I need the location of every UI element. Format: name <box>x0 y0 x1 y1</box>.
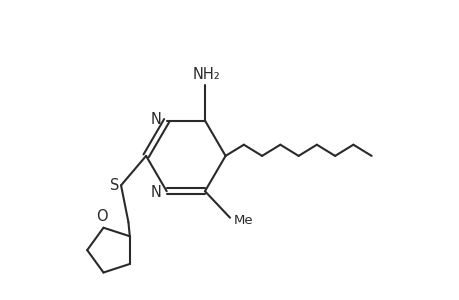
Text: N: N <box>150 112 161 127</box>
Text: S: S <box>110 178 119 193</box>
Text: NH₂: NH₂ <box>192 67 220 82</box>
Text: N: N <box>150 185 161 200</box>
Text: O: O <box>96 209 107 224</box>
Text: Me: Me <box>233 214 252 226</box>
